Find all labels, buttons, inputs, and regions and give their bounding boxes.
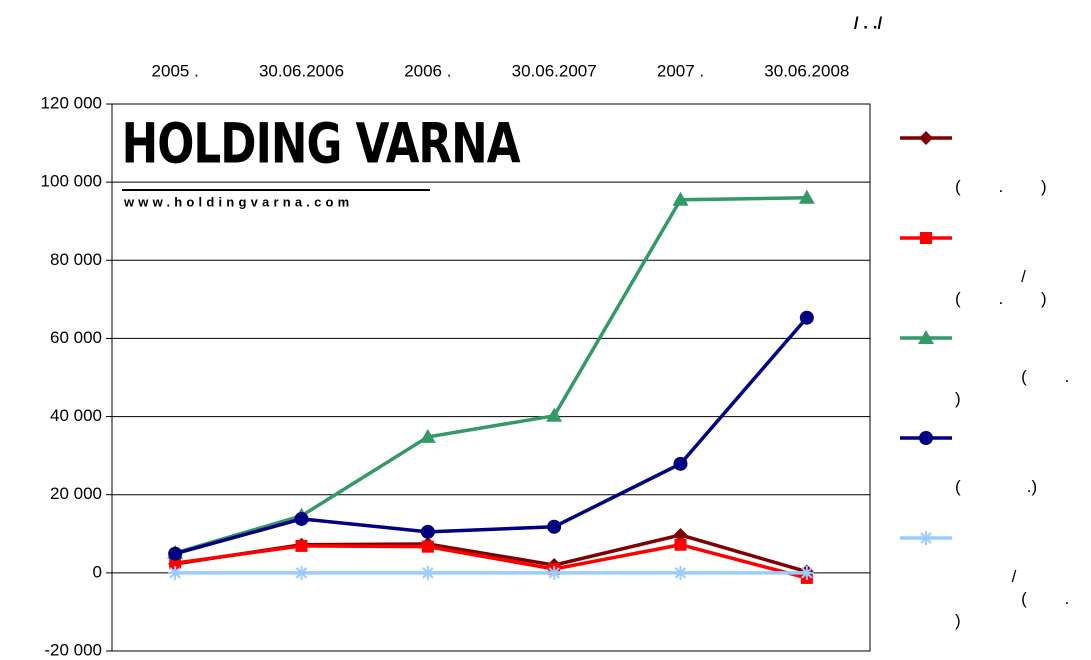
- series: [168, 310, 814, 561]
- marker: [918, 330, 934, 344]
- marker: [420, 524, 435, 539]
- logo: HOLDING VARNA www.holdingvarna.com: [122, 112, 522, 210]
- marker: [420, 565, 435, 580]
- y-tick-label: 40 000: [50, 406, 102, 425]
- marker: [295, 539, 308, 552]
- plot-border: [111, 103, 871, 652]
- y-tick-label: 60 000: [50, 328, 102, 347]
- y-tick-label: 80 000: [50, 250, 102, 269]
- marker: [673, 565, 688, 580]
- marker: [798, 189, 815, 204]
- series-line: [174, 316, 809, 556]
- legend-label: ( . ): [955, 177, 1047, 196]
- x-tick-label: 2006 .: [404, 61, 451, 80]
- marker: [674, 538, 687, 551]
- logo-url: www.holdingvarna.com: [123, 194, 353, 209]
- chart-title: / . ./: [854, 13, 883, 32]
- series: [168, 565, 814, 580]
- y-tick-label: 100 000: [41, 172, 102, 191]
- x-tick-label: 30.06.2006: [259, 61, 344, 80]
- marker: [168, 546, 183, 561]
- marker: [672, 191, 689, 206]
- marker: [421, 540, 434, 553]
- marker: [419, 428, 436, 443]
- marker: [294, 565, 309, 580]
- logo-text: HOLDING VARNA: [122, 112, 521, 176]
- y-tick-label: 20 000: [50, 484, 102, 503]
- marker: [919, 531, 933, 545]
- x-tick-label: 30.06.2007: [512, 61, 597, 80]
- legend-label: / ( . ): [955, 567, 1070, 630]
- marker: [673, 456, 688, 471]
- marker: [673, 527, 688, 542]
- y-tick-label: -20 000: [44, 640, 102, 659]
- marker: [547, 565, 562, 580]
- y-tick-label: 120 000: [41, 93, 102, 112]
- marker: [799, 565, 814, 580]
- x-tick-label: 2007 .: [657, 61, 704, 80]
- series-line: [174, 542, 808, 580]
- marker: [168, 565, 183, 580]
- marker: [294, 511, 309, 526]
- marker: [920, 232, 932, 244]
- x-tick-label: 30.06.2008: [764, 61, 849, 80]
- marker: [799, 310, 814, 325]
- x-tick-label: 2005 .: [152, 61, 199, 80]
- legend-label: ( .): [955, 477, 1038, 496]
- marker: [919, 131, 933, 145]
- series-line: [174, 196, 807, 555]
- marker: [169, 557, 182, 570]
- marker: [919, 431, 933, 445]
- marker: [546, 407, 563, 422]
- marker: [547, 519, 562, 534]
- legend-label: ( . ): [955, 367, 1070, 408]
- legend-label: / ( . ): [955, 267, 1047, 308]
- y-tick-label: 0: [93, 562, 102, 581]
- series: [167, 189, 815, 559]
